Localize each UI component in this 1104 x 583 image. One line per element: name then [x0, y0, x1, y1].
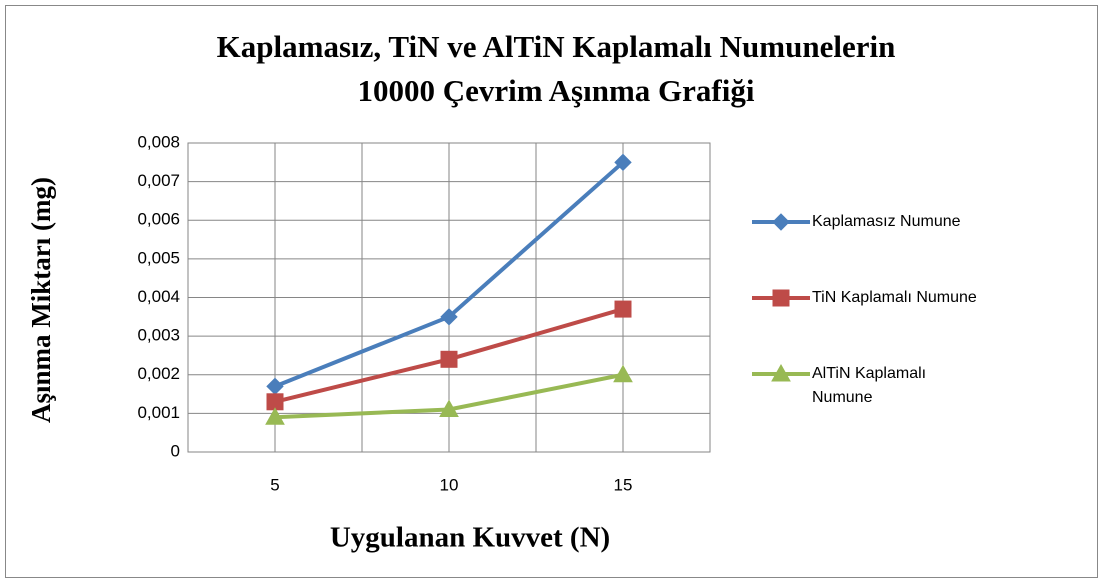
x-tick-label: 15 — [614, 475, 633, 494]
y-tick-label: 0,005 — [137, 248, 180, 267]
x-tick-label: 10 — [440, 475, 459, 494]
chart-title: 10000 Çevrim Aşınma Grafiği — [358, 73, 755, 108]
marker — [440, 308, 458, 326]
legend-label: Kaplamasız Numune — [812, 213, 961, 230]
y-tick-label: 0,003 — [137, 326, 180, 345]
marker — [772, 289, 790, 307]
y-axis-label: Aşınma Miktarı (mg) — [26, 177, 56, 423]
marker — [265, 407, 285, 425]
marker — [613, 364, 633, 383]
x-tick-label: 5 — [270, 475, 279, 494]
marker — [440, 350, 458, 368]
y-tick-label: 0 — [171, 441, 180, 460]
marker — [772, 213, 790, 231]
marker — [771, 363, 791, 382]
marker — [614, 153, 632, 172]
marker — [614, 300, 632, 318]
y-tick-label: 0,007 — [137, 171, 180, 190]
y-tick-label: 0,008 — [137, 132, 180, 151]
x-axis-label: Uygulanan Kuvvet (N) — [330, 522, 610, 554]
legend-label: TiN Kaplamalı Numune — [812, 289, 977, 306]
y-tick-label: 0,004 — [137, 287, 180, 306]
marker — [439, 399, 459, 418]
plot-border — [187, 142, 711, 453]
legend-label: AlTiN Kaplamalı Numune — [812, 365, 927, 406]
y-tick-label: 0,006 — [137, 210, 180, 229]
y-tick-label: 0,002 — [137, 364, 180, 383]
y-tick-label: 0,001 — [137, 403, 180, 422]
chart-title: Kaplamasız, TiN ve AlTiN Kaplamalı Numun… — [217, 29, 896, 64]
